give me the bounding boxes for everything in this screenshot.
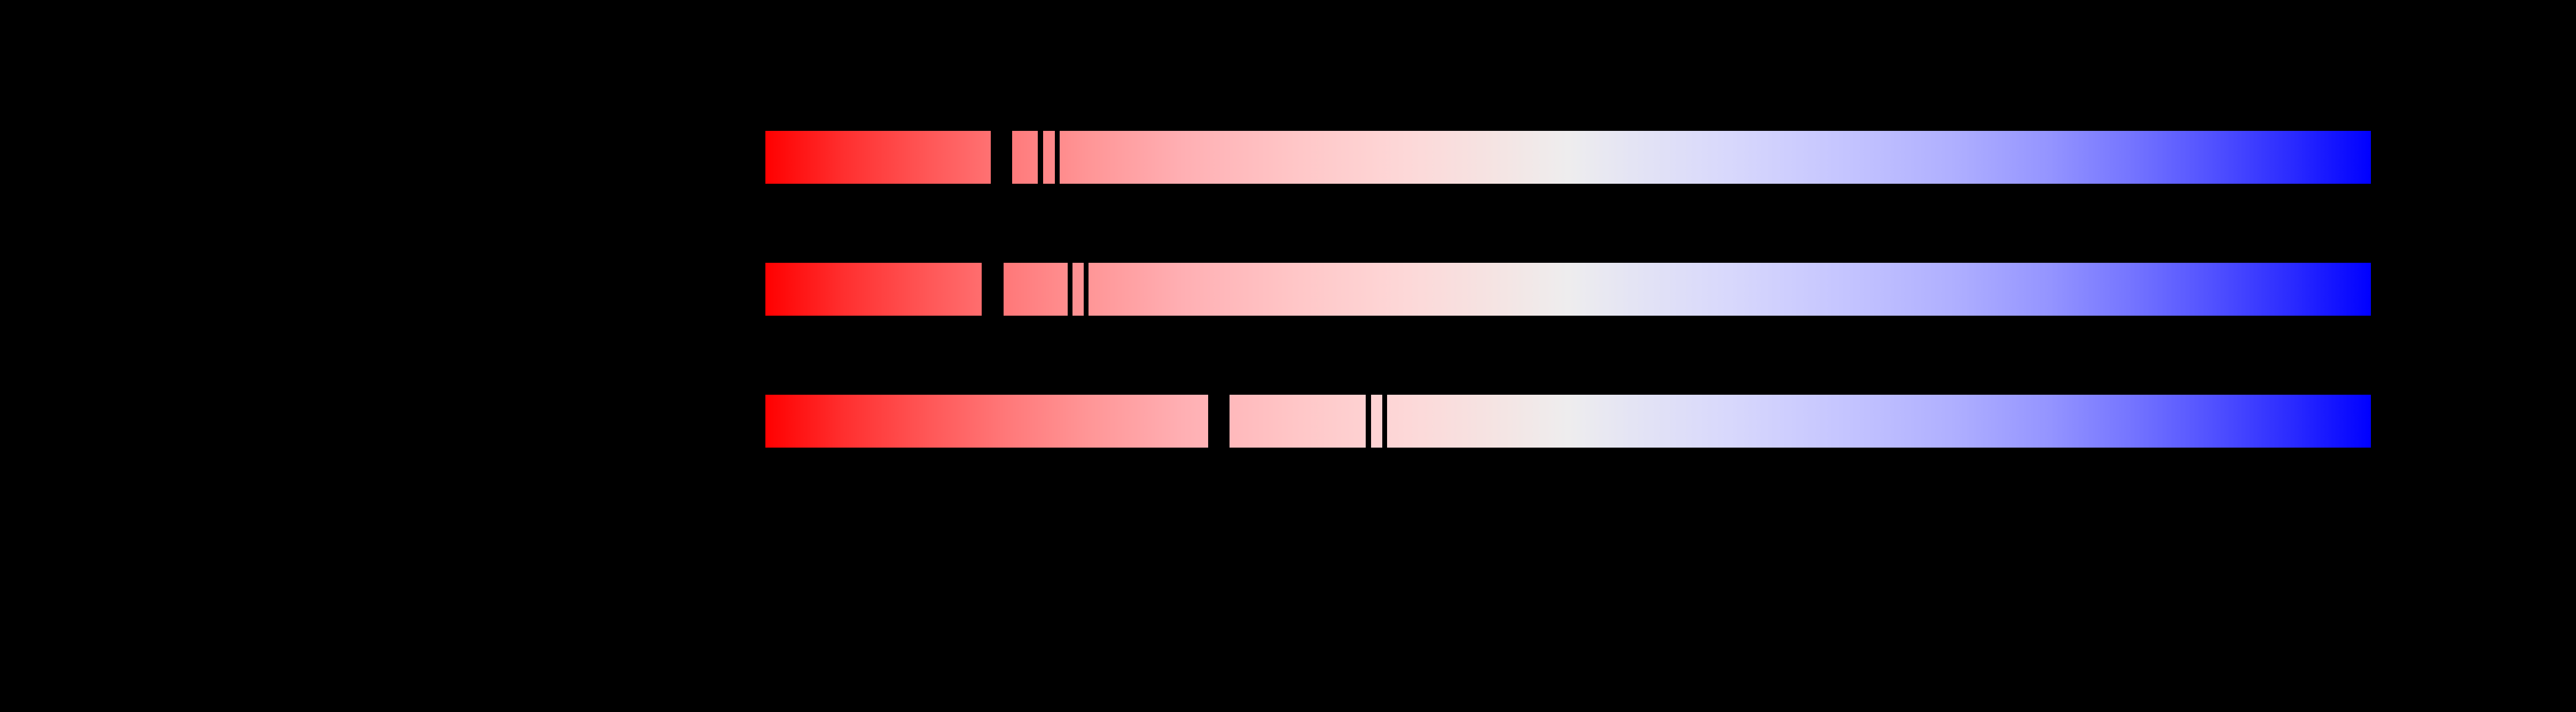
thin-marker-line: [1068, 263, 1072, 316]
thin-marker-line: [1366, 395, 1371, 448]
thin-marker-line: [1038, 131, 1043, 184]
thin-marker-line: [1084, 263, 1089, 316]
thick-marker-line: [1208, 395, 1230, 448]
thick-marker-line: [982, 263, 1004, 316]
gradient-bar-row-1: [765, 131, 2371, 184]
thin-marker-line: [1382, 395, 1387, 448]
thin-marker-line: [1055, 131, 1060, 184]
gradient-bar-row-3: [765, 395, 2371, 448]
gradient-bar-row-2: [765, 263, 2371, 316]
thick-marker-line: [991, 131, 1012, 184]
